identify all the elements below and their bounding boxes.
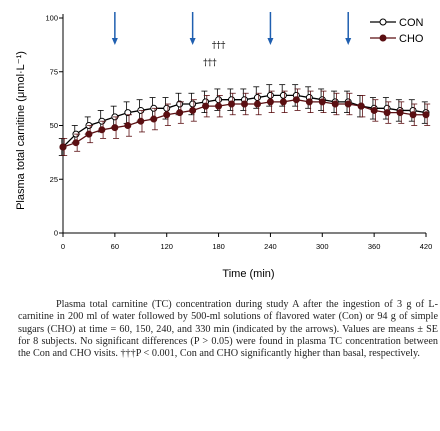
data-point-cho bbox=[266, 98, 274, 106]
intake-arrow-head bbox=[111, 38, 118, 45]
data-point-cho bbox=[150, 115, 158, 123]
data-point-cho bbox=[163, 111, 171, 119]
data-point-con bbox=[266, 91, 274, 99]
legend-label-cho: CHO bbox=[399, 33, 424, 45]
data-point-cho bbox=[72, 139, 80, 147]
data-point-cho bbox=[370, 106, 378, 114]
data-point-con bbox=[124, 109, 132, 117]
intake-arrow-head bbox=[189, 38, 196, 45]
legend-marker bbox=[379, 18, 387, 26]
data-point-cho bbox=[331, 100, 339, 108]
y-axis-title: Plasma total carnitine (μmol·L⁻¹) bbox=[15, 51, 27, 210]
data-point-cho bbox=[383, 109, 391, 117]
intake-arrow bbox=[111, 12, 118, 45]
significance-marker: ††† bbox=[203, 58, 217, 68]
data-point-cho bbox=[176, 109, 184, 117]
data-point-cho bbox=[279, 98, 287, 106]
series-cho bbox=[59, 88, 431, 157]
data-point-cho bbox=[202, 102, 210, 110]
data-point-cho bbox=[59, 143, 67, 151]
x-tick-label: 240 bbox=[264, 242, 277, 251]
data-point-cho bbox=[396, 109, 404, 117]
data-point-cho bbox=[111, 124, 119, 132]
intake-arrow bbox=[267, 12, 274, 45]
legend-label-con: CON bbox=[399, 17, 424, 29]
data-point-cho bbox=[85, 130, 93, 138]
data-point-cho bbox=[344, 100, 352, 108]
legend: CON CHO bbox=[370, 17, 424, 45]
intake-arrow-head bbox=[345, 38, 352, 45]
data-point-cho bbox=[241, 100, 248, 108]
data-point-con bbox=[279, 91, 287, 99]
data-point-con bbox=[163, 104, 171, 112]
data-point-cho bbox=[137, 117, 145, 125]
data-point-cho bbox=[98, 126, 106, 134]
x-tick-label: 120 bbox=[160, 242, 173, 251]
data-point-con bbox=[215, 96, 223, 104]
data-point-cho bbox=[124, 122, 132, 129]
intake-arrow bbox=[189, 12, 196, 45]
data-point-cho bbox=[357, 102, 365, 110]
legend-marker bbox=[379, 34, 387, 42]
significance-marker: ††† bbox=[212, 41, 226, 51]
x-tick-label: 60 bbox=[111, 242, 119, 251]
y-tick-label: 50 bbox=[50, 121, 58, 130]
data-point-cho bbox=[253, 100, 261, 108]
data-point-cho bbox=[305, 98, 313, 106]
x-tick-label: 180 bbox=[212, 242, 225, 251]
data-point-cho bbox=[228, 100, 236, 108]
x-axis-title: Time (min) bbox=[222, 268, 274, 280]
x-tick-label: 360 bbox=[368, 242, 381, 251]
data-point-cho bbox=[422, 111, 430, 119]
data-point-con bbox=[189, 100, 197, 108]
data-point-cho bbox=[318, 98, 326, 106]
x-tick-label: 300 bbox=[316, 242, 329, 251]
series-con bbox=[58, 84, 430, 157]
data-point-cho bbox=[189, 106, 197, 114]
data-point-cho bbox=[292, 96, 300, 104]
y-tick-label: 25 bbox=[50, 175, 58, 184]
data-point-cho bbox=[409, 111, 417, 119]
data-point-con bbox=[253, 94, 261, 102]
y-tick-label: 75 bbox=[50, 67, 58, 76]
x-tick-label: 420 bbox=[420, 242, 433, 251]
y-tick-label: 0 bbox=[54, 229, 58, 238]
y-tick-label: 100 bbox=[45, 14, 58, 23]
data-point-cho bbox=[215, 102, 223, 110]
intake-arrow-head bbox=[267, 38, 274, 45]
chart: 0 25 50 75 100 0 60 120 180 240 300 360 420 Time (min… bbox=[15, 12, 433, 280]
x-tick-label: 0 bbox=[61, 242, 65, 251]
figure-caption: Plasma total carnitine (TC) concentratio… bbox=[18, 299, 438, 359]
intake-arrow bbox=[345, 12, 352, 45]
